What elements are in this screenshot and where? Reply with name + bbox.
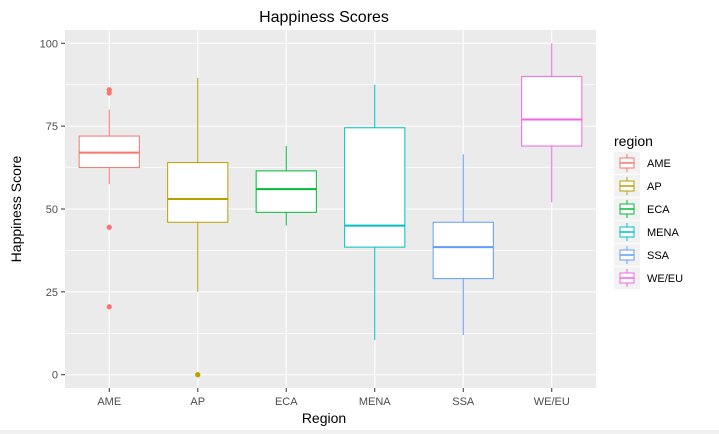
legend-item-ap: AP — [614, 175, 662, 197]
legend-item-label: MENA — [647, 227, 679, 239]
box-group-we-eu — [521, 43, 583, 203]
legend-item-eca: ECA — [614, 198, 670, 220]
legend-item-ssa: SSA — [614, 244, 670, 266]
x-tick-label: AP — [190, 396, 205, 408]
y-axis: 0 25 50 75 100 — [40, 38, 65, 382]
boxes-layer — [78, 43, 583, 378]
y-tick-label: 75 — [46, 121, 58, 133]
outlier-point — [106, 304, 112, 310]
x-axis-label: Region — [302, 410, 346, 426]
legend-item-label: ECA — [647, 204, 670, 216]
y-tick-label: 50 — [46, 204, 58, 216]
y-tick-label: 0 — [52, 370, 58, 382]
legend-title: region — [614, 133, 653, 149]
outlier-point — [106, 90, 112, 96]
outlier-point — [106, 224, 112, 230]
x-axis: AME AP ECA MENA SSA WE/EU — [97, 388, 570, 408]
box — [432, 221, 494, 280]
x-tick-label: WE/EU — [534, 396, 570, 408]
y-tick-label: 25 — [46, 287, 58, 299]
x-tick-label: AME — [97, 396, 121, 408]
box-group-ssa — [432, 154, 494, 335]
box — [521, 75, 583, 147]
box — [344, 127, 406, 248]
chart-title: Happiness Scores — [259, 9, 389, 26]
minor-gridlines — [65, 84, 596, 334]
legend-item-we-eu: WE/EU — [614, 267, 683, 289]
box — [255, 170, 317, 213]
legend: region AME AP ECA MENA SSA WE/EU — [614, 133, 683, 289]
outlier-point — [195, 372, 201, 378]
box — [167, 162, 229, 223]
box-group-ame — [78, 87, 140, 310]
box-group-mena — [344, 84, 406, 340]
legend-item-mena: MENA — [614, 221, 679, 243]
legend-item-label: AME — [647, 158, 671, 170]
y-tick-label: 100 — [40, 38, 58, 50]
box-group-eca — [255, 146, 317, 226]
legend-item-ame: AME — [614, 152, 671, 174]
legend-item-label: WE/EU — [647, 273, 683, 285]
x-tick-label: SSA — [452, 396, 475, 408]
legend-item-label: SSA — [647, 250, 670, 262]
box-group-ap — [167, 78, 229, 378]
x-tick-label: MENA — [359, 396, 391, 408]
bottom-strip — [0, 430, 719, 434]
y-axis-label: Happiness Score — [8, 155, 24, 262]
x-tick-label: ECA — [275, 396, 298, 408]
legend-item-label: AP — [647, 181, 662, 193]
